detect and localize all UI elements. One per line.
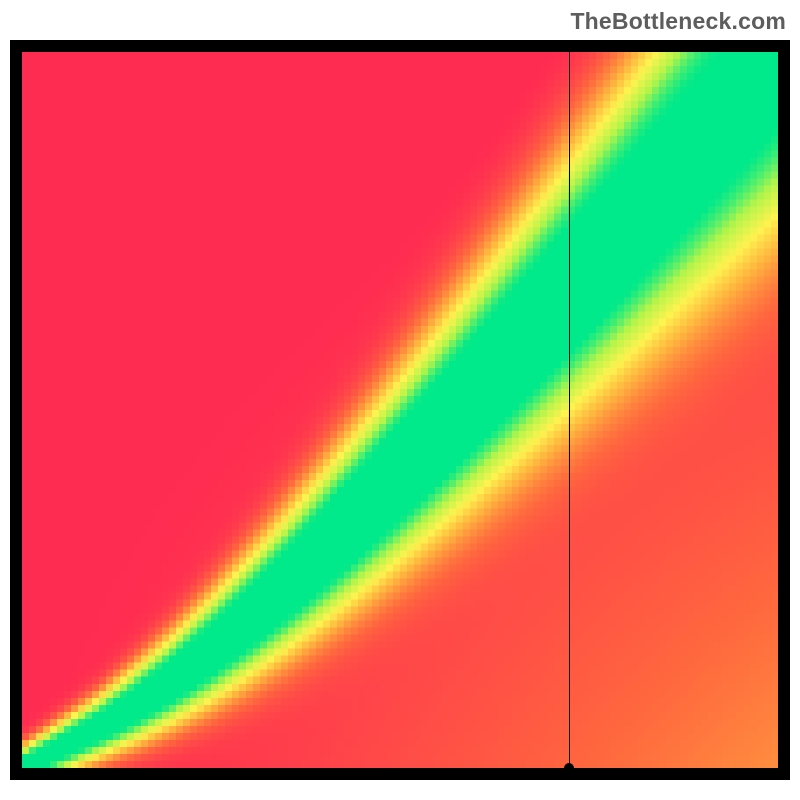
watermark-label: TheBottleneck.com [570,8,786,35]
bottleneck-heatmap [22,52,778,768]
plot-frame [10,40,790,780]
vertical-marker-line [569,52,570,768]
marker-dot [564,763,574,773]
